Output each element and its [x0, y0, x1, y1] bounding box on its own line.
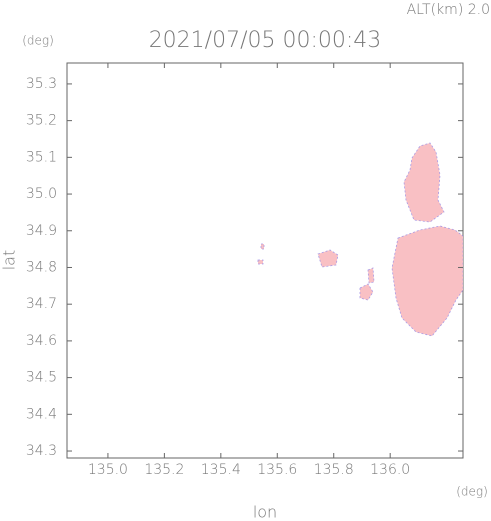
y-tick-label: 35.2	[26, 113, 57, 129]
chart-title: 2021/07/05 00:00:43	[149, 28, 382, 53]
echo	[317, 249, 339, 268]
y-tick-label: 34.3	[26, 443, 57, 459]
y-unit: (deg)	[22, 34, 54, 48]
y-tick-label: 34.5	[26, 370, 57, 386]
y-tick-label: 34.6	[26, 333, 57, 349]
x-tick-label: 135.6	[257, 462, 297, 478]
echo	[391, 225, 463, 337]
echo	[403, 142, 445, 223]
y-tick-label: 34.4	[26, 406, 57, 422]
echo	[367, 267, 375, 284]
x-tick-label: 135.8	[314, 462, 354, 478]
x-unit: (deg)	[456, 485, 488, 499]
x-tick-label: 135.2	[144, 462, 184, 478]
echo	[257, 259, 264, 265]
altitude-label: ALT(km) 2.0	[407, 2, 490, 18]
y-tick-label: 35.3	[26, 76, 57, 92]
y-axis-label: lat	[0, 250, 19, 271]
y-tick-label: 35.0	[26, 186, 57, 202]
y-tick-label: 34.7	[26, 296, 57, 312]
y-tick-label: 34.8	[26, 259, 57, 275]
x-axis-label: lon	[253, 503, 277, 521]
echo	[359, 283, 374, 301]
x-tick-label: 135.4	[201, 462, 241, 478]
x-tick-label: 136.0	[370, 462, 410, 478]
y-tick-label: 35.1	[26, 149, 57, 165]
x-tick-label: 135.0	[88, 462, 128, 478]
radar-echoes	[257, 142, 463, 337]
echo	[260, 243, 265, 250]
y-tick-label: 34.9	[26, 223, 57, 239]
